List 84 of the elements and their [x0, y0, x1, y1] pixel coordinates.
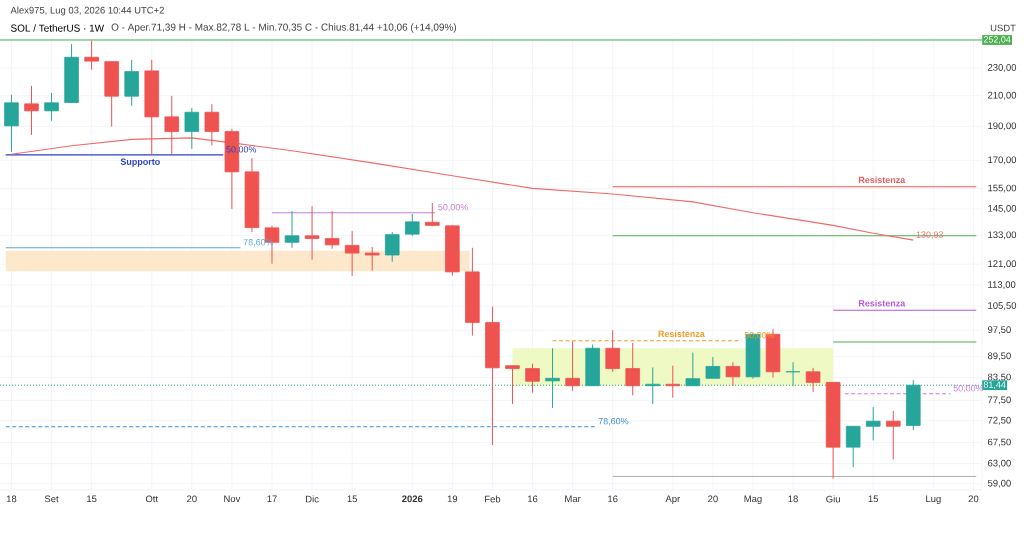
y-tick-label: 83,50 — [987, 373, 1011, 382]
candlestick — [885, 410, 901, 460]
y-axis-title: USDT — [990, 24, 1016, 32]
candlestick — [525, 363, 540, 394]
x-tick-label: 20 — [187, 495, 197, 503]
x-tick-label: Apr — [665, 495, 681, 504]
candlestick — [725, 361, 741, 387]
annotation: Resistenza — [858, 299, 906, 307]
candlestick — [384, 231, 400, 263]
x-tick-label: Mag — [744, 495, 762, 504]
candlestick — [24, 85, 39, 136]
candlestick — [805, 367, 821, 393]
candlestick — [665, 365, 681, 399]
x-tick-label: 16 — [608, 495, 618, 503]
x-tick-label: 18 — [6, 495, 17, 503]
x-tick-label: 20 — [968, 495, 979, 503]
y-tick-label: 133,00 — [988, 231, 1017, 240]
x-tick-label: Ott — [145, 495, 158, 503]
candlestick — [845, 425, 861, 468]
x-tick-label: 18 — [788, 495, 798, 503]
annotation: Supporto — [120, 158, 160, 167]
x-tick-label: 16 — [527, 495, 538, 503]
candlestick — [284, 210, 300, 249]
y-tick-label: 190,00 — [988, 122, 1017, 131]
x-tick-label: Feb — [485, 495, 501, 503]
x-tick-label: Mar — [565, 495, 581, 503]
ref-line-label: 252,04 — [983, 36, 1011, 44]
x-tick-label: Lug — [926, 495, 941, 504]
ref-line-label: 81,44 — [983, 381, 1006, 389]
candlestick — [705, 356, 721, 379]
y-tick-label: 170,00 — [988, 156, 1017, 165]
candlestick — [44, 92, 59, 122]
x-tick-label: 17 — [267, 495, 277, 503]
candlestick — [4, 94, 19, 153]
candlestick — [324, 210, 340, 250]
text: Alex975, Lug 03, 2026 10:44 UTC+2 — [10, 6, 164, 16]
candlestick — [625, 342, 640, 396]
x-tick-label: 15 — [868, 495, 879, 503]
y-tick-label: 67,50 — [988, 438, 1011, 447]
chart-title: SOL / TetherUS · 1W — [10, 24, 105, 32]
y-tick-label: 59,00 — [987, 479, 1011, 488]
x-tick-label: 15 — [347, 495, 358, 503]
x-tick-label: 15 — [87, 495, 97, 503]
x-tick-label: Set — [44, 495, 59, 503]
annotation: 78,60% — [243, 239, 274, 247]
candlestick — [304, 205, 320, 261]
y-tick-label: 230,00 — [988, 64, 1017, 72]
y-tick-label: 105,50 — [988, 302, 1017, 311]
annotation: 50,00% — [744, 332, 775, 340]
annotation: 50,00% — [953, 385, 984, 393]
candlestick — [865, 406, 881, 441]
y-tick-label: 121,00 — [988, 260, 1017, 269]
candlestick — [405, 213, 420, 237]
x-tick-label: Dic — [306, 495, 319, 503]
candlestick — [184, 107, 200, 150]
y-tick-label: 210,00 — [988, 91, 1017, 100]
candlestick — [204, 103, 220, 147]
y-tick-label: 63,00 — [988, 459, 1011, 468]
candlestick — [565, 340, 580, 392]
y-tick-label: 97,50 — [987, 326, 1011, 335]
candlestick — [505, 365, 520, 405]
y-tick-label: 113,00 — [988, 281, 1016, 290]
annotation: Resistenza — [858, 176, 906, 184]
x-tick-label: 2026 — [402, 495, 423, 503]
y-tick-label: 77,50 — [988, 396, 1011, 405]
line-series — [10, 137, 914, 241]
y-tick-label: 89,50 — [987, 352, 1011, 361]
candlestick — [364, 246, 380, 272]
x-tick-label: 19 — [447, 495, 458, 503]
annotation: 50,00% — [438, 204, 468, 212]
candlestick — [84, 39, 99, 71]
candlestick — [545, 347, 560, 409]
annotation: Resistenza — [658, 330, 705, 338]
y-tick-label: 155,00 — [988, 184, 1017, 193]
candlestick — [344, 230, 360, 277]
y-tick-label: 72,50 — [988, 416, 1011, 425]
candlestick — [164, 95, 180, 155]
annotation: 78,60% — [598, 418, 629, 426]
x-tick-label: Nov — [224, 495, 241, 503]
x-tick-label: Giu — [826, 495, 840, 503]
candlestick — [605, 329, 620, 373]
chart-subtitle: O - Aper.71,39 H - Max.82,78 L - Min.70,35 C - Chius.81,44 +10,06 (+14,09%) — [111, 23, 457, 33]
x-tick-label: 20 — [708, 495, 718, 503]
y-tick-label: 145,00 — [988, 205, 1017, 213]
